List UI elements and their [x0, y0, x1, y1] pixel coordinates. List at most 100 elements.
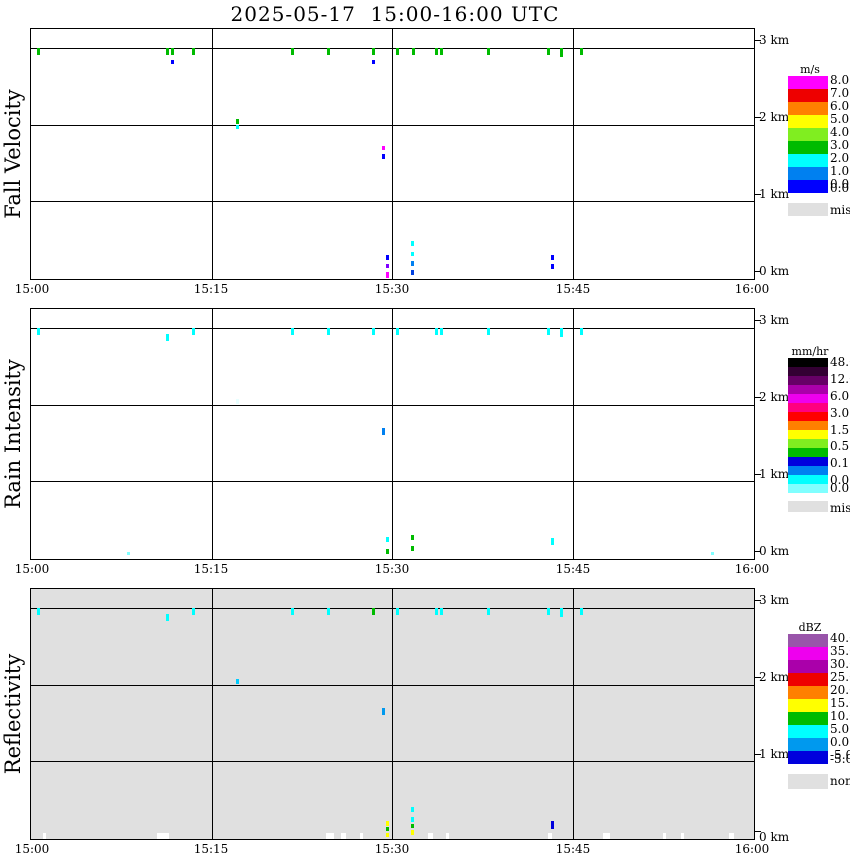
- data-cell: [382, 146, 385, 150]
- data-cell: [547, 328, 550, 335]
- ytick-3km-p0: [755, 40, 761, 41]
- colorbar-tick-label: 15.0: [830, 696, 850, 710]
- colorbar-tick-label: 0.0: [830, 181, 850, 195]
- colorbar-band: [788, 738, 828, 751]
- data-cell: [551, 264, 554, 269]
- data-cell: [192, 328, 195, 335]
- data-cell: [411, 824, 414, 828]
- ylabel-1km-p2: 1 km: [759, 747, 790, 761]
- ground-clutter-mark: [548, 833, 552, 839]
- panel-reflectivity[interactable]: [30, 588, 755, 840]
- colorbar-tick-label: 40.0: [830, 631, 850, 645]
- colorbar-band: [788, 430, 828, 439]
- data-cell: [396, 608, 399, 615]
- data-cell: [166, 48, 169, 55]
- gridline-v-45min: [573, 589, 574, 839]
- colorbar-unit-dbz: dBZ: [798, 621, 822, 634]
- data-cell: [411, 261, 414, 266]
- ytick-0km-p0: [755, 271, 761, 272]
- colorbar-tick-label: 3.0: [830, 406, 850, 420]
- data-cell: [551, 538, 554, 545]
- data-cell: [435, 48, 438, 55]
- axis-title-rain-intensity-text: Rain Intensity: [1, 359, 25, 509]
- gridline-v-30min: [392, 309, 393, 559]
- data-cell: [396, 48, 399, 55]
- colorbar-band: [788, 673, 828, 686]
- colorbar-tick-label: 0.0: [830, 177, 850, 191]
- colorbar-unit-ms: m/s: [800, 63, 820, 76]
- axis-title-reflectivity: Reflectivity: [0, 588, 26, 840]
- ylabel-3km-p2: 3 km: [759, 593, 790, 607]
- colorbar-band: [788, 358, 828, 367]
- colorbar-tick-label: 7.0: [830, 86, 850, 100]
- colorbar-tick-label: 20.0: [830, 683, 850, 697]
- panel-rain-intensity[interactable]: [30, 308, 755, 560]
- colorbar-tick-label: 1.0: [830, 164, 850, 178]
- data-cell: [560, 608, 563, 617]
- colorbar-missing-label: miss: [830, 203, 850, 217]
- ytick-1km-p1: [755, 474, 761, 475]
- axis-title-rain-intensity: Rain Intensity: [0, 308, 26, 560]
- colorbar-tick-label: 1.5: [830, 423, 850, 437]
- ytick-2km-p2: [755, 677, 761, 678]
- colorbar-missing-swatch: [788, 203, 828, 216]
- colorbar-band: [788, 180, 828, 193]
- ytick-3km-p2: [755, 600, 761, 601]
- xlabel-1600-p2: 16:00: [734, 842, 770, 856]
- ground-clutter-mark: [603, 833, 610, 839]
- data-cell: [411, 546, 414, 551]
- data-cell: [171, 48, 174, 55]
- data-cell: [580, 48, 583, 55]
- ground-clutter-mark: [428, 833, 433, 839]
- colorbar-tick-label: 48.0: [830, 355, 850, 369]
- colorbar-tick-label: 3.0: [830, 138, 850, 152]
- data-cell: [560, 48, 563, 57]
- panel-fall-velocity[interactable]: [30, 28, 755, 280]
- colorbar-band: [788, 394, 828, 403]
- data-cell: [440, 328, 443, 335]
- data-cell: [327, 608, 330, 615]
- colorbar-tick-label: 0.0: [830, 473, 850, 487]
- colorbar-band: [788, 367, 828, 376]
- ground-clutter-mark: [157, 833, 169, 839]
- gridline-v-45min: [573, 309, 574, 559]
- data-cell: [382, 708, 385, 715]
- gridline-v-15min: [212, 29, 213, 279]
- data-cell: [166, 334, 169, 341]
- data-cell: [580, 608, 583, 615]
- data-cell: [171, 60, 174, 64]
- colorbar-tick-label: 8.0: [830, 73, 850, 87]
- colorbar-band: [788, 115, 828, 128]
- ground-clutter-mark: [43, 833, 46, 839]
- colorbar-tick-label: -5.0: [830, 748, 850, 762]
- colorbar-tick-label: 5.0: [830, 722, 850, 736]
- colorbar-band: [788, 167, 828, 180]
- data-cell: [411, 830, 414, 835]
- data-cell: [372, 608, 375, 615]
- colorbar-band: [788, 76, 828, 89]
- colorbar-band: [788, 660, 828, 673]
- axis-title-fall-velocity: Fall Velocity: [0, 28, 26, 280]
- data-cell: [547, 48, 550, 55]
- colorbar-band: [788, 712, 828, 725]
- data-cell: [192, 608, 195, 615]
- xlabel-1530-p1: 15:30: [374, 562, 410, 576]
- colorbar-tick-label: 4.0: [830, 125, 850, 139]
- ylabel-0km-p1: 0 km: [759, 544, 790, 558]
- colorbar-band: [788, 403, 828, 412]
- colorbar-band: [788, 421, 828, 430]
- data-cell: [127, 552, 130, 555]
- data-cell: [386, 833, 389, 837]
- data-cell: [560, 328, 563, 337]
- colorbar-band: [788, 475, 828, 484]
- data-cell: [236, 119, 239, 124]
- colorbar-tick-label: 10.0: [830, 709, 850, 723]
- colorbar-band: [788, 154, 828, 167]
- ylabel-2km-p2: 2 km: [759, 670, 790, 684]
- data-cell: [396, 328, 399, 335]
- ground-clutter-mark: [341, 833, 346, 839]
- ground-clutter-mark: [681, 833, 684, 839]
- colorbar-band: [788, 102, 828, 115]
- colorbar-tick-label: 2.0: [830, 151, 850, 165]
- ylabel-0km-p0: 0 km: [759, 264, 790, 278]
